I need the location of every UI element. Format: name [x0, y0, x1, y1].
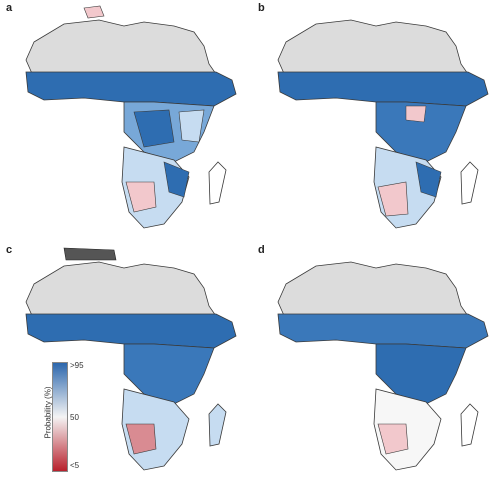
africa-map-a	[25, 5, 237, 229]
map-panel-d: d	[256, 244, 496, 480]
africa-map-b	[277, 19, 489, 229]
map-panel-a: a	[4, 2, 244, 238]
map-panel-b: b	[256, 2, 496, 238]
legend-tick-high: >95	[70, 361, 84, 370]
panel-letter-b: b	[258, 2, 265, 14]
map-panel-c: c	[4, 244, 244, 480]
legend-tick-low: <5	[70, 461, 80, 470]
panel-letter-d: d	[258, 244, 265, 256]
legend-title: Probability (%)	[43, 386, 53, 439]
panel-letter-c: c	[6, 244, 13, 256]
probability-legend: >95 50 <5 Probability (%)	[30, 362, 110, 474]
panel-letter-a: a	[6, 2, 13, 14]
legend-tick-mid: 50	[70, 413, 79, 422]
africa-map-c	[25, 247, 237, 471]
africa-map-d	[277, 261, 489, 471]
legend-color-bar	[52, 362, 68, 472]
